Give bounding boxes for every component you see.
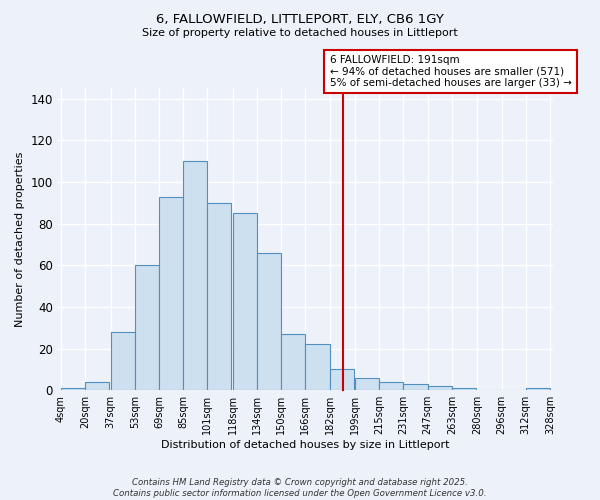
Text: 6 FALLOWFIELD: 191sqm
← 94% of detached houses are smaller (571)
5% of semi-deta: 6 FALLOWFIELD: 191sqm ← 94% of detached … [329, 55, 571, 88]
Bar [110, 332, 135, 390]
Bar [355, 378, 379, 390]
Bar [85, 382, 109, 390]
Bar [183, 161, 207, 390]
Bar [403, 384, 428, 390]
Bar [61, 388, 85, 390]
Bar [257, 252, 281, 390]
Bar [329, 370, 353, 390]
X-axis label: Distribution of detached houses by size in Littleport: Distribution of detached houses by size … [161, 440, 449, 450]
Bar [207, 203, 232, 390]
Bar [233, 213, 257, 390]
Bar [135, 265, 159, 390]
Bar [159, 196, 183, 390]
Y-axis label: Number of detached properties: Number of detached properties [15, 152, 25, 327]
Bar [428, 386, 452, 390]
Text: 6, FALLOWFIELD, LITTLEPORT, ELY, CB6 1GY: 6, FALLOWFIELD, LITTLEPORT, ELY, CB6 1GY [156, 12, 444, 26]
Text: Size of property relative to detached houses in Littleport: Size of property relative to detached ho… [142, 28, 458, 38]
Bar [281, 334, 305, 390]
Text: Contains HM Land Registry data © Crown copyright and database right 2025.
Contai: Contains HM Land Registry data © Crown c… [113, 478, 487, 498]
Bar [379, 382, 403, 390]
Bar [305, 344, 329, 390]
Bar [526, 388, 550, 390]
Bar [452, 388, 476, 390]
